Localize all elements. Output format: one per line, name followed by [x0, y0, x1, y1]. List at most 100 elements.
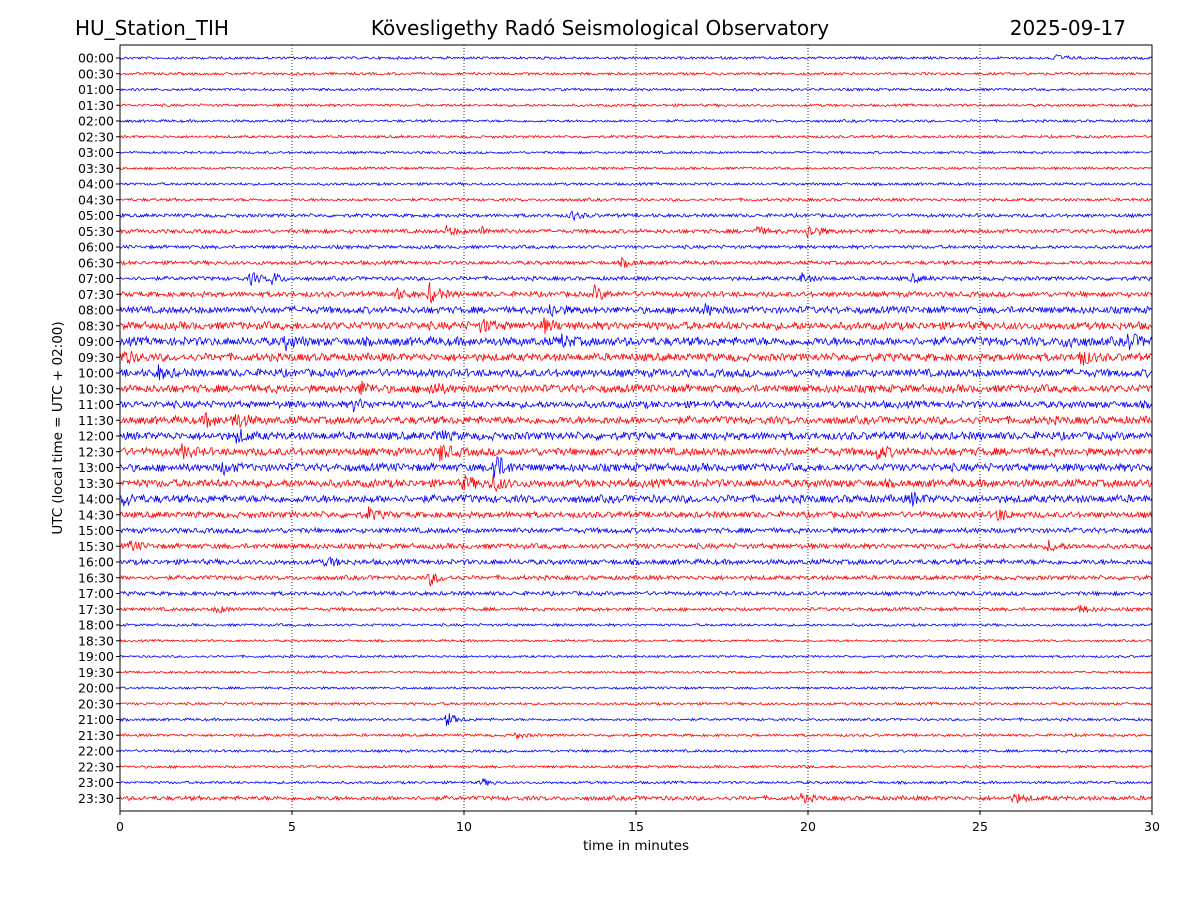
chart-date: 2025-09-17: [1009, 16, 1126, 40]
y-tick-label: 07:30: [78, 287, 114, 302]
y-axis-label: UTC (local time = UTC + 02:00): [50, 321, 66, 534]
y-tick-label: 15:00: [78, 523, 114, 538]
seismic-trace-0030: [119, 71, 1153, 77]
y-tick-label: 00:30: [78, 66, 114, 81]
seismic-trace-0930: [119, 350, 1153, 366]
y-tick-label: 22:30: [78, 759, 114, 774]
seismic-trace-0330: [119, 166, 1153, 171]
seismic-trace-0130: [119, 102, 1153, 108]
seismic-trace-1400: [119, 491, 1153, 507]
y-tick-label: 21:30: [78, 728, 114, 743]
y-tick-label: 08:30: [78, 318, 114, 333]
y-tick-label: 20:00: [78, 681, 114, 696]
seismic-trace-0830: [119, 317, 1153, 335]
y-tick-label: 10:30: [78, 381, 114, 396]
y-tick-label: 23:30: [78, 791, 114, 806]
seismic-trace-0530: [119, 225, 1153, 239]
y-tick-label: 03:00: [78, 145, 114, 160]
station-name: HU_Station_TIH: [75, 16, 229, 40]
seismic-trace-0400: [119, 181, 1153, 187]
seismic-trace-1130: [119, 412, 1153, 429]
y-tick-label: 11:00: [78, 397, 114, 412]
y-tick-label: 18:00: [78, 618, 114, 633]
seismic-trace-1200: [119, 428, 1153, 444]
y-tick-label: 13:00: [78, 460, 114, 475]
y-tick-label: 23:00: [78, 775, 114, 790]
x-tick-label: 30: [1144, 819, 1160, 834]
chart-title: Kövesligethy Radó Seismological Observat…: [370, 16, 830, 40]
y-tick-label: 15:30: [78, 539, 114, 554]
y-tick-label: 01:00: [78, 82, 114, 97]
y-tick-label: 02:30: [78, 129, 114, 144]
seismic-trace-2330: [119, 792, 1153, 804]
seismic-trace-2000: [119, 685, 1153, 691]
y-tick-label: 12:30: [78, 444, 114, 459]
grid-lines: [291, 45, 981, 811]
seismic-trace-1030: [120, 380, 1153, 396]
y-tick-label: 19:00: [78, 649, 114, 664]
y-tick-label: 07:00: [78, 271, 114, 286]
y-tick-label: 12:00: [78, 429, 114, 444]
y-tick-label: 04:30: [78, 192, 114, 207]
y-tick-label: 08:00: [78, 303, 114, 318]
seismic-trace-1600: [119, 556, 1153, 568]
seismic-trace-0300: [119, 150, 1153, 155]
y-tick-label: 20:30: [78, 696, 114, 711]
seismic-trace-0230: [119, 134, 1153, 140]
x-tick-label: 10: [456, 819, 472, 834]
seismic-trace-1700: [119, 589, 1153, 598]
y-tick-label: 10:00: [78, 366, 114, 381]
seismic-trace-0630: [119, 256, 1153, 268]
seismic-trace-1100: [119, 398, 1153, 413]
y-tick-label: 22:00: [78, 744, 114, 759]
x-tick-label: 0: [116, 819, 124, 834]
y-tick-label: 03:30: [78, 161, 114, 176]
x-axis-label: time in minutes: [583, 838, 689, 854]
seismic-trace-1800: [119, 622, 1153, 628]
y-tick-label: 06:30: [78, 255, 114, 270]
seismic-trace-0200: [119, 118, 1153, 124]
seismic-trace-1230: [119, 443, 1153, 462]
y-tick-label: 05:00: [78, 208, 114, 223]
seismic-trace-2230: [119, 764, 1153, 770]
seismic-trace-1900: [119, 654, 1153, 659]
seismic-trace-1830: [119, 638, 1153, 643]
seismic-trace-2300: [119, 778, 1153, 786]
y-tick-label: 17:30: [78, 602, 114, 617]
y-axis-ticks: 00:0000:3001:0001:3002:0002:3003:0003:30…: [78, 51, 120, 806]
y-tick-label: 18:30: [78, 633, 114, 648]
seismic-trace-0700: [119, 272, 1153, 287]
y-tick-label: 06:00: [78, 240, 114, 255]
y-tick-label: 19:30: [78, 665, 114, 680]
seismic-trace-2200: [119, 748, 1153, 754]
y-tick-label: 04:00: [78, 177, 114, 192]
y-tick-label: 16:30: [78, 570, 114, 585]
seismic-trace-1300: [119, 455, 1153, 478]
seismic-trace-0600: [119, 243, 1153, 251]
seismic-trace-1330: [119, 473, 1153, 493]
seismic-trace-0730: [119, 282, 1153, 304]
x-tick-label: 5: [288, 819, 296, 834]
seismic-trace-1430: [119, 506, 1153, 522]
y-tick-label: 21:00: [78, 712, 114, 727]
x-tick-label: 20: [800, 819, 816, 834]
y-tick-label: 01:30: [78, 98, 114, 113]
seismic-trace-0800: [119, 303, 1153, 318]
y-tick-label: 00:00: [78, 51, 114, 66]
seismic-trace-1530: [119, 539, 1153, 552]
y-tick-label: 17:00: [78, 586, 114, 601]
seismic-trace-0430: [119, 196, 1153, 203]
y-tick-label: 13:30: [78, 476, 114, 491]
y-tick-label: 02:00: [78, 114, 114, 129]
seismic-traces: [119, 53, 1153, 804]
y-tick-label: 14:30: [78, 507, 114, 522]
seismic-trace-0500: [119, 210, 1153, 222]
y-tick-label: 09:00: [78, 334, 114, 349]
seismic-trace-1730: [119, 604, 1153, 614]
y-tick-label: 11:30: [78, 413, 114, 428]
seismic-trace-1000: [119, 364, 1153, 381]
seismic-trace-0100: [119, 87, 1153, 92]
seismic-trace-0900: [119, 333, 1153, 352]
x-tick-label: 25: [972, 819, 988, 834]
